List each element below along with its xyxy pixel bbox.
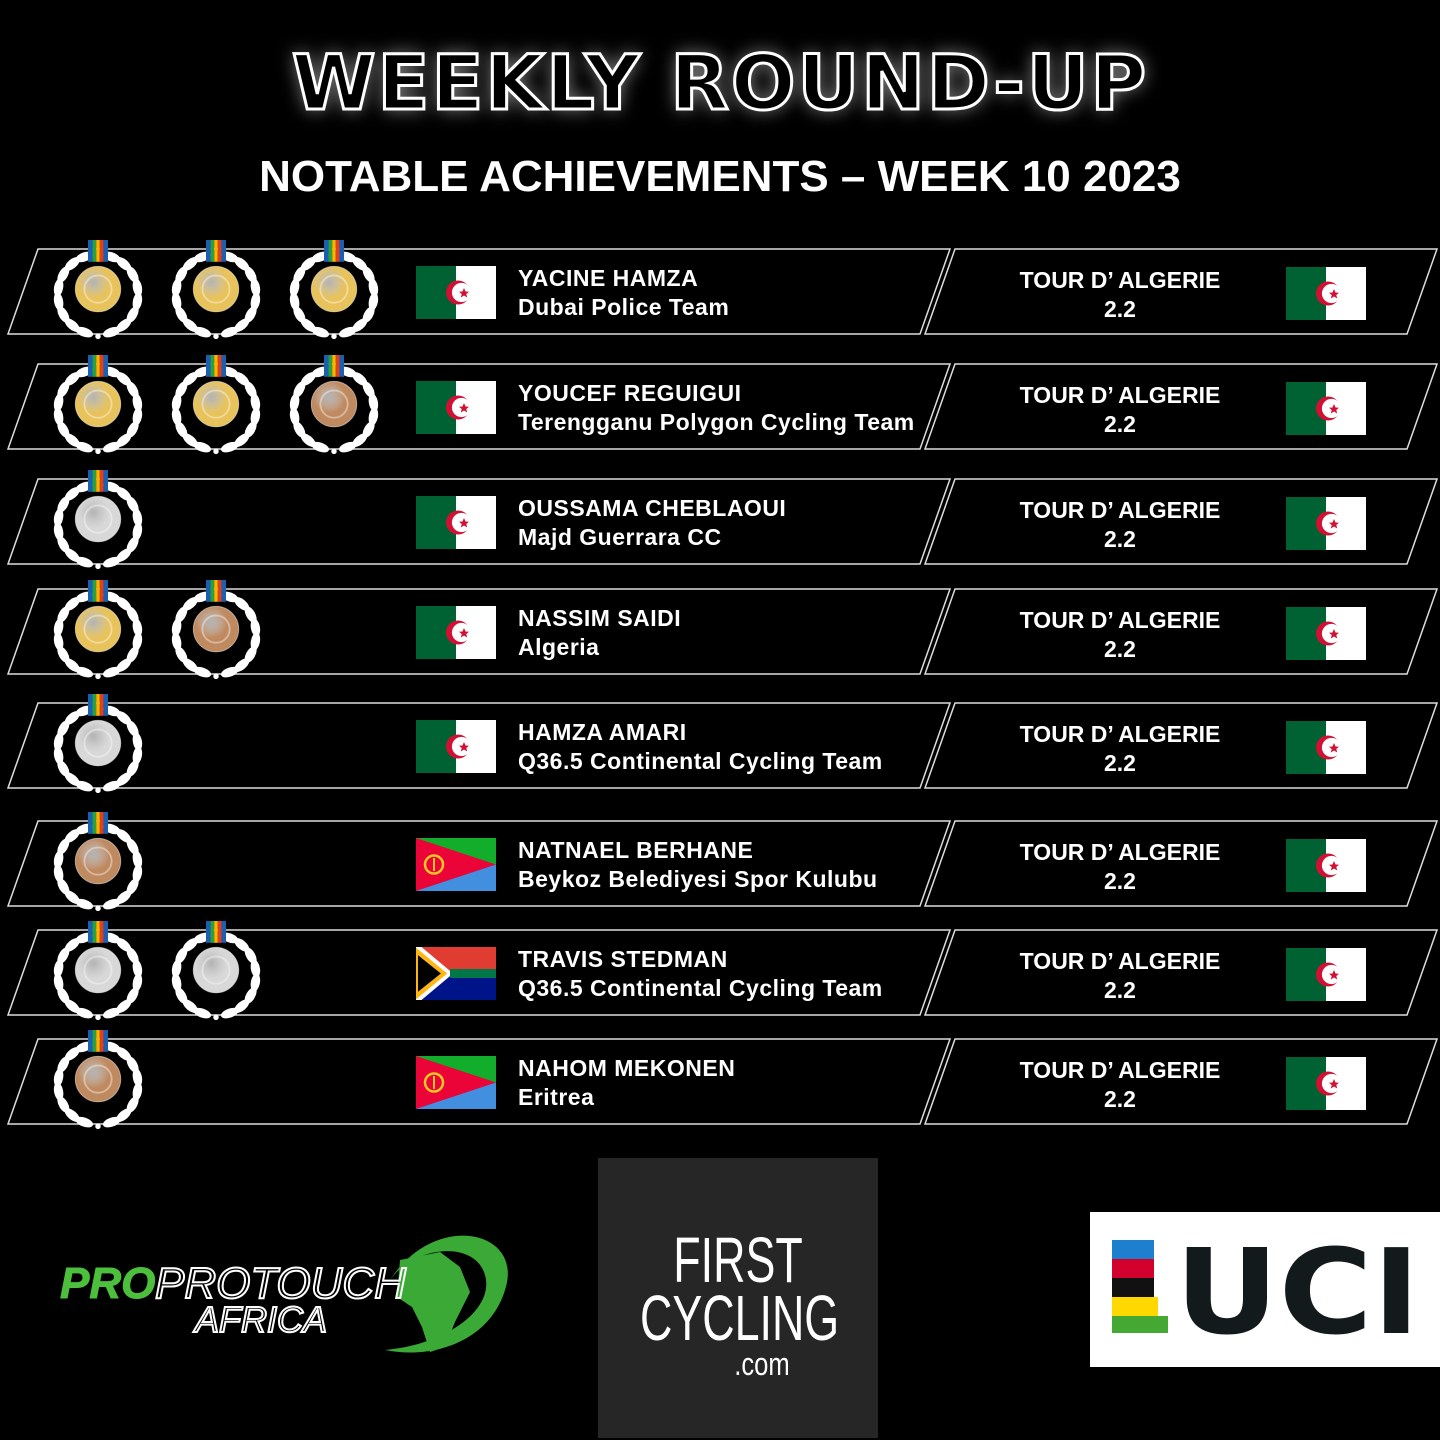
bronze-medal-icon — [40, 812, 156, 917]
bronze-medal-icon — [276, 355, 392, 460]
achievement-row: NAHOM MEKONEN Eritrea TOUR D’ ALGERIE 2.2 — [0, 1030, 1440, 1130]
row-frame — [6, 248, 1439, 335]
rider-name: YACINE HAMZA — [518, 265, 699, 291]
gold-medal-icon — [158, 240, 274, 345]
algeria-flag-icon — [1286, 839, 1366, 892]
medals — [40, 812, 156, 917]
row-frame — [6, 702, 1439, 789]
rider-name: TRAVIS STEDMAN — [518, 946, 728, 972]
algeria-flag-icon — [416, 496, 496, 549]
firstcycling-logo: FIRST CYCLING .com — [598, 1158, 878, 1438]
race-name: TOUR D’ ALGERIE 2.2 — [1019, 839, 1221, 894]
gold-medal-icon — [276, 240, 392, 345]
svg-text:AFRICA: AFRICA — [193, 1299, 327, 1340]
gold-medal-icon — [40, 580, 156, 685]
achievement-row: HAMZA AMARI Q36.5 Continental Cycling Tea… — [0, 694, 1440, 794]
medals — [40, 921, 274, 1026]
eritrea-flag-icon — [416, 1056, 496, 1109]
algeria-flag-icon — [1286, 382, 1366, 435]
race-name: TOUR D’ ALGERIE 2.2 — [1019, 267, 1221, 322]
row-frame — [6, 929, 1439, 1016]
rider-info: YOUCEF REGUIGUI Terengganu Polygon Cyclin… — [518, 379, 915, 437]
silver-medal-icon — [40, 921, 156, 1026]
rider-name: YOUCEF REGUIGUI — [518, 380, 742, 406]
rider-name: OUSSAMA CHEBLAOUI — [518, 495, 787, 521]
svg-text:UCI: UCI — [1175, 1223, 1420, 1361]
rider-name: NAHOM MEKONEN — [518, 1055, 736, 1081]
rider-team: Terengganu Polygon Cycling Team — [518, 409, 915, 435]
rider-team: Dubai Police Team — [518, 294, 730, 320]
page-subtitle: NOTABLE ACHIEVEMENTS – WEEK 10 2023 — [259, 152, 1181, 201]
race-name: TOUR D’ ALGERIE 2.2 — [1019, 497, 1221, 552]
rider-name: NATNAEL BERHANE — [518, 837, 754, 863]
algeria-flag-icon — [1286, 721, 1366, 774]
rider-team: Q36.5 Continental Cycling Team — [518, 748, 883, 774]
race-name: TOUR D’ ALGERIE 2.2 — [1019, 948, 1221, 1003]
rider-name: NASSIM SAIDI — [518, 605, 682, 631]
achievement-row: YOUCEF REGUIGUI Terengganu Polygon Cyclin… — [0, 355, 1440, 455]
uci-logo: UCI — [1090, 1212, 1440, 1367]
algeria-flag-icon — [416, 606, 496, 659]
logo-text: FIRST — [673, 1224, 803, 1296]
row-frame — [6, 588, 1439, 675]
south-africa-flag-icon — [414, 943, 496, 1004]
svg-text:PRO: PRO — [60, 1259, 155, 1308]
rider-name: HAMZA AMARI — [518, 719, 687, 745]
logo-text: .com — [734, 1346, 790, 1382]
silver-medal-icon — [40, 694, 156, 799]
race-name: TOUR D’ ALGERIE 2.2 — [1019, 1057, 1221, 1112]
rider-team: Eritrea — [518, 1084, 595, 1110]
rider-info: NASSIM SAIDI Algeria — [518, 604, 681, 662]
svg-text:PROTOUCH: PROTOUCH — [155, 1259, 406, 1308]
bronze-medal-icon — [158, 580, 274, 685]
silver-medal-icon — [158, 921, 274, 1026]
protouch-africa-logo: PRO PROTOUCH AFRICA — [55, 1220, 515, 1370]
algeria-flag-icon — [416, 720, 496, 773]
bronze-medal-icon — [40, 1030, 156, 1135]
achievement-row: NASSIM SAIDI Algeria TOUR D’ ALGERIE 2.2 — [0, 580, 1440, 680]
rider-info: TRAVIS STEDMAN Q36.5 Continental Cycling … — [518, 945, 883, 1003]
algeria-flag-icon — [1286, 497, 1366, 550]
silver-medal-icon — [40, 470, 156, 575]
race-name: TOUR D’ ALGERIE 2.2 — [1019, 721, 1221, 776]
rider-info: OUSSAMA CHEBLAOUI Majd Guerrara CC — [518, 494, 786, 552]
gold-medal-icon — [40, 355, 156, 460]
rider-team: Beykoz Belediyesi Spor Kulubu — [518, 866, 878, 892]
medals — [40, 580, 274, 685]
medals — [40, 1030, 156, 1135]
eritrea-flag-icon — [416, 838, 496, 891]
row-frame — [6, 820, 1439, 907]
medals — [40, 240, 392, 345]
achievement-row: OUSSAMA CHEBLAOUI Majd Guerrara CC TOUR D… — [0, 470, 1440, 570]
rider-team: Majd Guerrara CC — [518, 524, 722, 550]
achievement-row: NATNAEL BERHANE Beykoz Belediyesi Spor Ku… — [0, 812, 1440, 912]
algeria-flag-icon — [1286, 1057, 1366, 1110]
algeria-flag-icon — [1286, 948, 1366, 1001]
row-frame — [6, 478, 1439, 565]
logo-text: CYCLING — [640, 1282, 840, 1354]
rider-info: NATNAEL BERHANE Beykoz Belediyesi Spor Ku… — [518, 836, 878, 894]
algeria-flag-icon — [1286, 267, 1366, 320]
gold-medal-icon — [40, 240, 156, 345]
medals — [40, 694, 156, 799]
rider-info: HAMZA AMARI Q36.5 Continental Cycling Tea… — [518, 718, 883, 776]
page-title: WEEKLY ROUND-UP — [290, 37, 1149, 129]
row-frame — [6, 1038, 1439, 1125]
rider-info: YACINE HAMZA Dubai Police Team — [518, 264, 729, 322]
row-frame — [6, 363, 1439, 450]
rider-team: Algeria — [518, 634, 600, 660]
algeria-flag-icon — [416, 381, 496, 434]
rider-info: NAHOM MEKONEN Eritrea — [518, 1054, 735, 1112]
medals — [40, 355, 392, 460]
medals — [40, 470, 156, 575]
rider-team: Q36.5 Continental Cycling Team — [518, 975, 883, 1001]
algeria-flag-icon — [416, 266, 496, 319]
race-name: TOUR D’ ALGERIE 2.2 — [1019, 607, 1221, 662]
achievement-row: YACINE HAMZA Dubai Police Team TOUR D’ AL… — [0, 240, 1440, 340]
gold-medal-icon — [158, 355, 274, 460]
race-name: TOUR D’ ALGERIE 2.2 — [1019, 382, 1221, 437]
achievement-row: TRAVIS STEDMAN Q36.5 Continental Cycling … — [0, 921, 1440, 1021]
algeria-flag-icon — [1286, 607, 1366, 660]
